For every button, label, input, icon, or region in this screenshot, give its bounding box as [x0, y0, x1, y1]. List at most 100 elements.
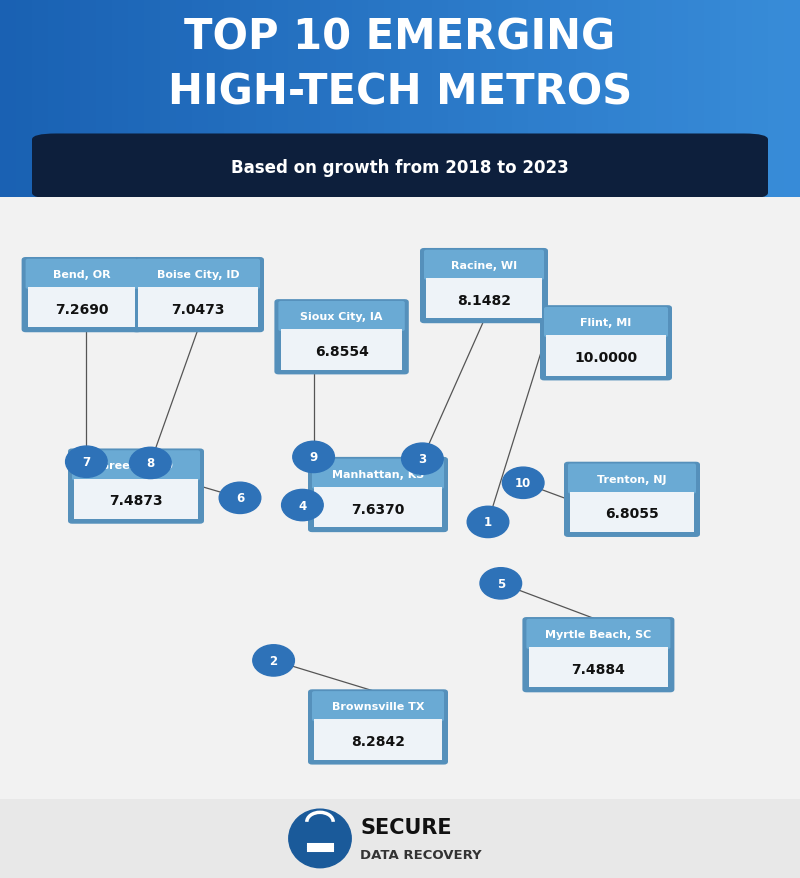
Bar — [426, 278, 542, 319]
Circle shape — [480, 568, 522, 600]
Text: 6: 6 — [236, 492, 244, 505]
Bar — [306, 831, 334, 853]
Bar — [480, 0, 497, 198]
Bar — [144, 0, 161, 198]
Bar — [720, 0, 737, 198]
Text: 1: 1 — [484, 516, 492, 529]
Bar — [384, 0, 401, 198]
Circle shape — [502, 468, 544, 499]
Text: Flint, MI: Flint, MI — [580, 318, 632, 327]
Text: 7.4884: 7.4884 — [571, 662, 626, 676]
Bar — [208, 0, 225, 198]
Bar — [314, 487, 442, 528]
Ellipse shape — [289, 810, 351, 867]
FancyBboxPatch shape — [312, 459, 444, 489]
FancyBboxPatch shape — [32, 134, 768, 199]
FancyBboxPatch shape — [274, 299, 409, 375]
Bar — [272, 0, 289, 198]
FancyBboxPatch shape — [526, 619, 670, 649]
Bar — [0, 0, 17, 198]
Bar — [752, 0, 769, 198]
Text: 8: 8 — [146, 457, 154, 470]
Bar — [624, 0, 641, 198]
Circle shape — [130, 448, 171, 479]
Text: 6.8554: 6.8554 — [314, 344, 369, 358]
FancyBboxPatch shape — [420, 248, 548, 324]
FancyBboxPatch shape — [540, 306, 672, 381]
Bar — [688, 0, 705, 198]
FancyBboxPatch shape — [312, 691, 444, 722]
FancyBboxPatch shape — [278, 302, 405, 332]
Bar — [352, 0, 369, 198]
FancyBboxPatch shape — [72, 450, 200, 481]
Bar — [80, 0, 97, 198]
Circle shape — [293, 442, 334, 473]
Bar — [176, 0, 193, 198]
FancyBboxPatch shape — [308, 457, 448, 533]
Bar — [546, 336, 666, 376]
Bar — [529, 647, 668, 687]
Bar — [448, 0, 465, 198]
Bar — [320, 0, 337, 198]
Text: 10.0000: 10.0000 — [574, 350, 638, 364]
Bar — [224, 0, 241, 198]
Text: Myrtle Beach, SC: Myrtle Beach, SC — [546, 630, 651, 639]
Text: Boise City, ID: Boise City, ID — [157, 270, 239, 279]
Text: 6.8055: 6.8055 — [605, 507, 659, 521]
Bar — [48, 0, 65, 198]
Text: Manhattan, KS: Manhattan, KS — [332, 469, 424, 479]
Text: DATA RECOVERY: DATA RECOVERY — [360, 848, 482, 860]
FancyBboxPatch shape — [564, 462, 700, 537]
Text: 4: 4 — [298, 499, 306, 512]
Text: 5: 5 — [497, 577, 505, 590]
FancyBboxPatch shape — [22, 258, 142, 333]
Text: 8.1482: 8.1482 — [457, 293, 511, 307]
Text: HIGH-TECH METROS: HIGH-TECH METROS — [168, 72, 632, 114]
Bar — [28, 288, 135, 328]
Text: Based on growth from 2018 to 2023: Based on growth from 2018 to 2023 — [231, 158, 569, 176]
Bar — [192, 0, 209, 198]
Bar — [160, 0, 177, 198]
FancyBboxPatch shape — [68, 449, 204, 524]
Bar — [96, 0, 113, 198]
Bar — [560, 0, 577, 198]
Bar — [672, 0, 689, 198]
Bar — [432, 0, 449, 198]
Bar — [256, 0, 273, 198]
Bar — [512, 0, 529, 198]
Bar — [544, 0, 561, 198]
Bar — [736, 0, 753, 198]
Bar — [608, 0, 625, 198]
Bar — [281, 330, 402, 371]
FancyBboxPatch shape — [26, 260, 138, 290]
Text: Trenton, NJ: Trenton, NJ — [598, 474, 666, 484]
Bar — [32, 0, 49, 198]
Circle shape — [282, 490, 323, 522]
Circle shape — [66, 447, 107, 478]
Bar — [336, 0, 353, 198]
Bar — [640, 0, 657, 198]
Text: 8.2842: 8.2842 — [351, 734, 405, 748]
Text: Greeley, CO: Greeley, CO — [99, 461, 173, 471]
Text: Brownsville TX: Brownsville TX — [332, 702, 424, 711]
Text: Bend, OR: Bend, OR — [53, 270, 110, 279]
Circle shape — [467, 507, 509, 538]
Bar — [368, 0, 385, 198]
Bar — [112, 0, 129, 198]
Bar — [768, 0, 785, 198]
Bar — [464, 0, 481, 198]
FancyBboxPatch shape — [136, 260, 260, 290]
Text: 7: 7 — [82, 456, 90, 469]
Text: 2: 2 — [270, 654, 278, 667]
Bar — [64, 0, 81, 198]
Text: 10: 10 — [515, 477, 531, 490]
Bar — [128, 0, 145, 198]
Bar — [240, 0, 257, 198]
Bar — [16, 0, 33, 198]
FancyBboxPatch shape — [568, 464, 696, 494]
Bar — [400, 0, 417, 198]
Text: 3: 3 — [418, 453, 426, 465]
Circle shape — [253, 645, 294, 676]
FancyBboxPatch shape — [132, 258, 264, 333]
FancyBboxPatch shape — [424, 250, 544, 281]
